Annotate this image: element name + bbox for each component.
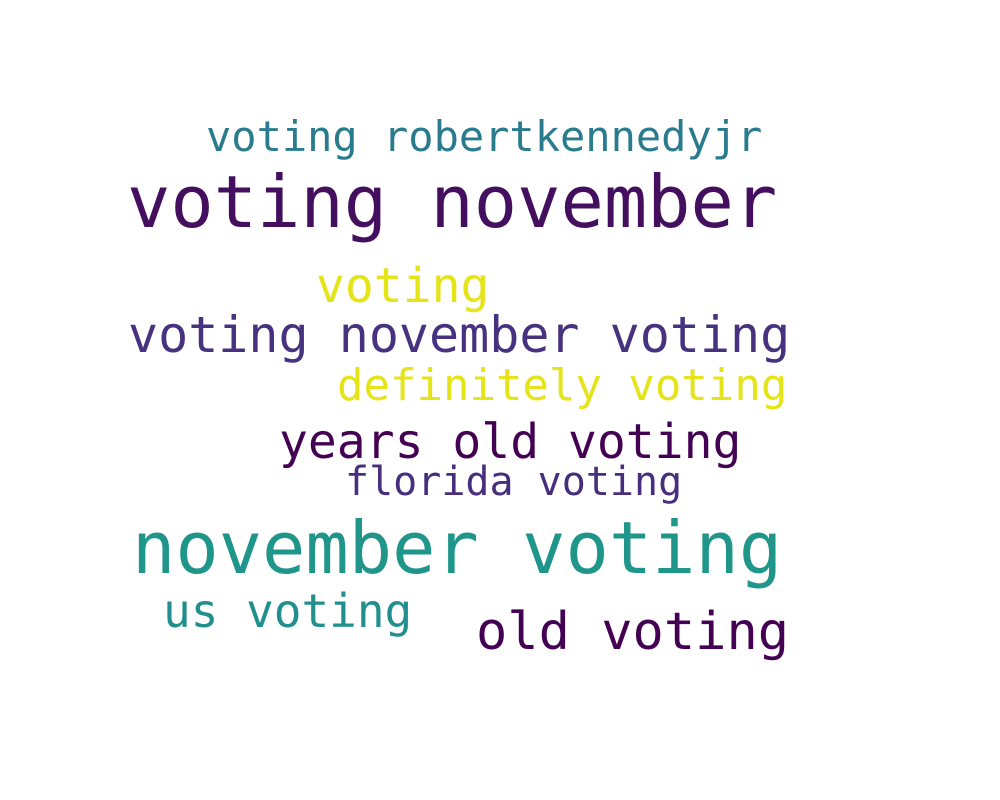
word-years-old-voting: years old voting xyxy=(279,414,742,470)
word-voting-robertkennedyjr: voting robertkennedyjr xyxy=(206,112,763,161)
word-november-voting: november voting xyxy=(132,506,783,590)
word-definitely-voting: definitely voting xyxy=(337,360,788,411)
word-voting: voting xyxy=(316,258,490,314)
word-us-voting: us voting xyxy=(163,584,413,638)
word-old-voting: old voting xyxy=(476,602,790,662)
word-voting-november: voting november xyxy=(127,160,778,244)
word-voting-november-voting: voting november voting xyxy=(128,306,791,364)
word-florida-voting: florida voting xyxy=(345,459,683,505)
